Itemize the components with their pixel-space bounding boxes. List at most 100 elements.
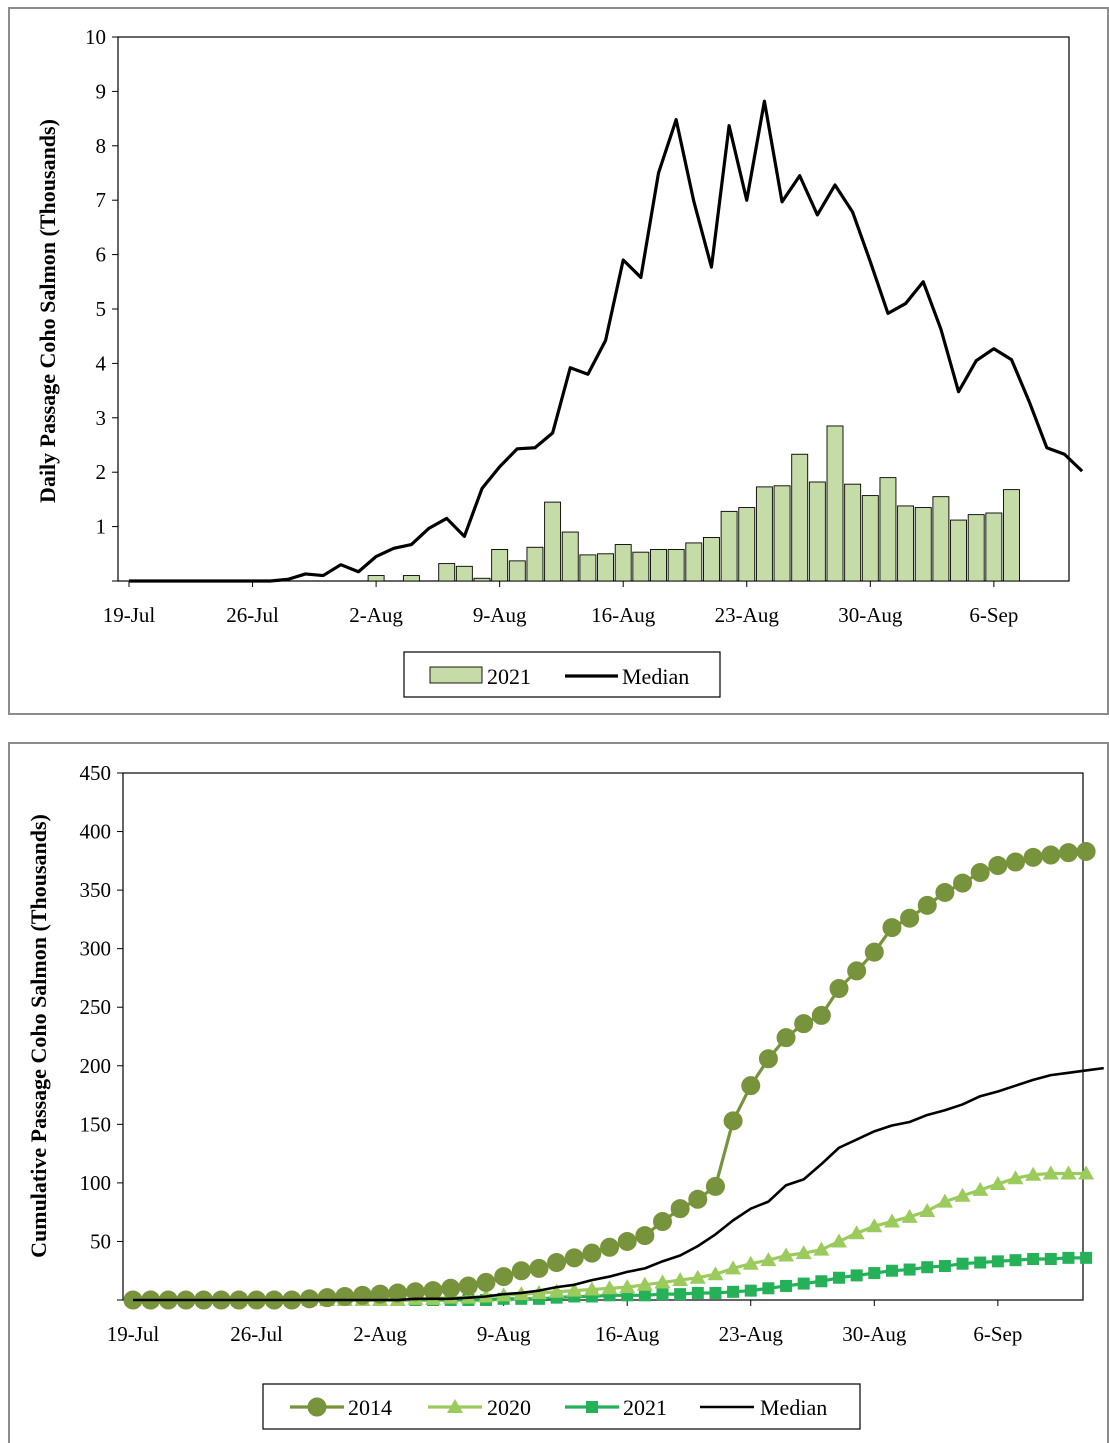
- bar-2021: [844, 483, 862, 582]
- y-tick-label: 6: [96, 243, 107, 267]
- bar-2021: [526, 546, 544, 582]
- point-2014: [882, 918, 902, 938]
- point-2021: [762, 1282, 775, 1295]
- bar-2021: [473, 577, 491, 582]
- point-2014: [458, 1276, 478, 1296]
- point-2014: [847, 961, 867, 981]
- point-2020: [831, 1233, 847, 1248]
- legend-label-median: Median: [622, 664, 689, 689]
- point-2021: [833, 1271, 845, 1284]
- y-tick-label: 200: [80, 1054, 112, 1078]
- point-2014: [864, 942, 884, 962]
- point-2020: [566, 1282, 583, 1297]
- point-2014: [476, 1272, 496, 1292]
- x-tick-label: 26-Jul: [226, 603, 279, 627]
- point-2021: [727, 1285, 740, 1298]
- point-2020: [583, 1281, 600, 1296]
- x-tick-label: 26-Jul: [230, 1322, 283, 1346]
- point-2020: [1060, 1165, 1077, 1180]
- point-2020: [866, 1218, 883, 1233]
- x-tick-label: 16-Aug: [591, 603, 656, 627]
- point-2014: [1058, 843, 1078, 863]
- bar-2021: [438, 563, 456, 582]
- point-2014: [1023, 847, 1043, 867]
- point-2020: [989, 1176, 1006, 1191]
- bar-2021: [985, 512, 1003, 582]
- bar-2021: [1003, 489, 1020, 582]
- point-2021: [868, 1267, 881, 1280]
- bar-2021: [879, 477, 897, 582]
- y-tick-label: 10: [85, 25, 106, 49]
- point-2021: [744, 1284, 757, 1297]
- point-2020: [778, 1247, 795, 1262]
- point-2021: [656, 1288, 669, 1301]
- point-2014: [494, 1267, 514, 1287]
- point-2014: [970, 863, 990, 883]
- point-2020: [689, 1269, 706, 1284]
- y-axis-label: Daily Passage Coho Salmon (Thousands): [35, 119, 60, 503]
- bar-2021: [950, 519, 967, 582]
- point-2021: [780, 1279, 793, 1292]
- point-2014: [317, 1288, 337, 1308]
- point-2014: [688, 1189, 708, 1209]
- point-2021: [956, 1257, 969, 1270]
- point-2020: [972, 1181, 989, 1196]
- point-2020: [795, 1245, 812, 1260]
- legend-marker-2014: [307, 1397, 327, 1417]
- bar-2021: [791, 453, 809, 582]
- point-2014: [900, 908, 920, 928]
- point-2020: [636, 1276, 653, 1291]
- bar-2021: [491, 548, 509, 582]
- daily-passage-chart-panel: [8, 7, 1109, 715]
- point-2021: [850, 1269, 863, 1282]
- y-axis-label: Cumulative Passage Coho Salmon (Thousand…: [26, 814, 51, 1258]
- point-2020: [742, 1255, 759, 1270]
- bar-2021: [914, 507, 932, 582]
- x-tick-label: 16-Aug: [595, 1322, 660, 1346]
- line-median: [133, 1066, 1104, 1302]
- point-2014: [670, 1199, 690, 1219]
- point-2021: [709, 1286, 722, 1299]
- point-2020: [1025, 1166, 1042, 1181]
- x-tick-label: 9-Aug: [477, 1322, 531, 1346]
- bar-2021: [402, 575, 420, 582]
- bar-2021: [808, 481, 826, 582]
- point-2020: [901, 1208, 918, 1223]
- point-2020: [601, 1280, 618, 1295]
- x-tick-label: 23-Aug: [719, 1322, 784, 1346]
- bar-2021: [720, 510, 738, 582]
- x-tick-label: 30-Aug: [838, 603, 903, 627]
- point-2021: [1062, 1251, 1075, 1264]
- y-tick-label: 300: [80, 937, 112, 961]
- point-2020: [919, 1202, 936, 1217]
- point-2020: [619, 1279, 636, 1294]
- y-tick-label: 9: [96, 79, 107, 103]
- y-tick-label: 7: [96, 188, 107, 212]
- point-2014: [917, 895, 937, 915]
- point-2020: [813, 1241, 830, 1256]
- point-2021: [815, 1275, 828, 1288]
- bar-2021: [685, 542, 703, 582]
- point-2014: [953, 873, 973, 893]
- point-2014: [564, 1248, 584, 1268]
- bar-2021: [508, 560, 526, 582]
- x-tick-label: 19-Jul: [103, 603, 156, 627]
- point-2021: [1080, 1251, 1093, 1264]
- bar-2021: [703, 537, 720, 582]
- point-2014: [758, 1049, 778, 1069]
- point-2020: [848, 1225, 865, 1240]
- legend-marker-2020: [447, 1399, 463, 1413]
- point-2021: [691, 1286, 704, 1299]
- point-2014: [776, 1028, 796, 1048]
- point-2020: [883, 1213, 900, 1228]
- legend-label-2021: 2021: [487, 664, 531, 689]
- point-2020: [707, 1266, 724, 1281]
- y-tick-label: 1: [96, 515, 107, 539]
- cumulative-passage-chart-panel: [8, 742, 1109, 1443]
- bar-2021: [455, 565, 473, 582]
- bar-2021: [826, 425, 844, 582]
- x-tick-label: 23-Aug: [715, 603, 780, 627]
- point-2020: [530, 1284, 547, 1299]
- y-tick-label: 250: [80, 995, 112, 1019]
